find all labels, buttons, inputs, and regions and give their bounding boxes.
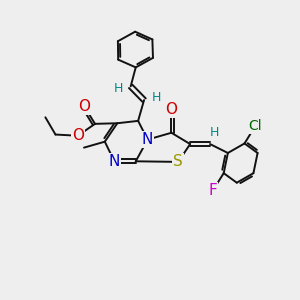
Text: S: S xyxy=(173,154,183,169)
Text: H: H xyxy=(151,92,160,104)
Text: O: O xyxy=(72,128,84,143)
Text: Cl: Cl xyxy=(249,118,262,133)
Text: H: H xyxy=(114,82,124,95)
Text: O: O xyxy=(165,102,177,117)
Text: O: O xyxy=(78,98,90,113)
Text: N: N xyxy=(109,154,120,169)
Text: N: N xyxy=(142,132,153,147)
Text: F: F xyxy=(208,183,217,198)
Text: H: H xyxy=(210,126,220,139)
